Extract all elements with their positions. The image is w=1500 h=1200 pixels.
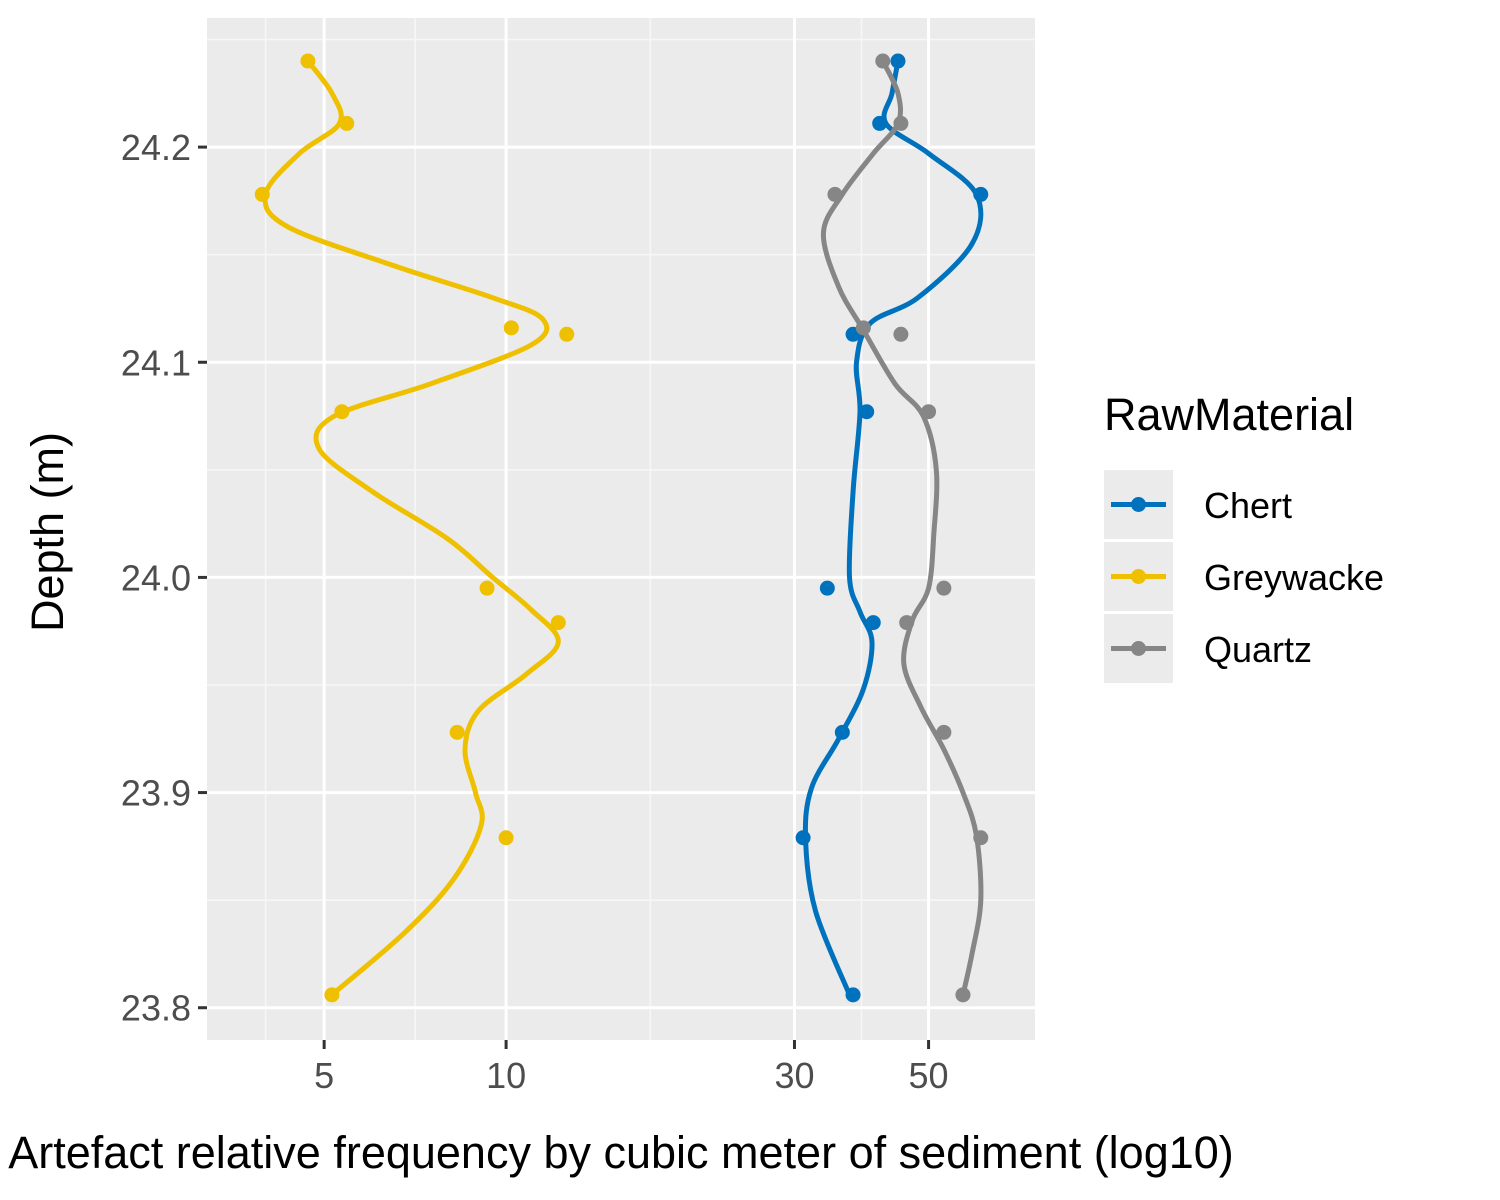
data-point-greywacke <box>300 53 316 69</box>
data-point-quartz <box>973 830 989 846</box>
legend-title: RawMaterial <box>1104 389 1354 440</box>
data-point-quartz <box>893 326 909 342</box>
series-greywacke <box>254 53 575 1003</box>
y-tick-label: 24.2 <box>121 127 191 168</box>
plot-panel <box>207 18 1035 1040</box>
x-axis-title: Artefact relative frequency by cubic met… <box>8 1127 1234 1178</box>
data-point-quartz <box>855 320 871 336</box>
x-tick-label: 30 <box>774 1055 814 1096</box>
data-point-greywacke <box>339 115 355 131</box>
x-tick-label: 50 <box>909 1055 949 1096</box>
series-chert <box>795 53 989 1003</box>
data-point-chert <box>819 580 835 596</box>
data-point-quartz <box>893 115 909 131</box>
y-axis-title: Depth (m) <box>22 432 73 632</box>
data-point-quartz <box>936 724 952 740</box>
data-point-quartz <box>955 987 971 1003</box>
series-line-chert <box>802 58 984 998</box>
legend: RawMaterial Chert Greywacke Quartz <box>1104 389 1384 683</box>
data-point-quartz <box>936 580 952 596</box>
data-point-chert <box>845 987 861 1003</box>
data-point-greywacke <box>479 580 495 596</box>
data-point-greywacke <box>498 830 514 846</box>
data-point-quartz <box>875 53 891 69</box>
y-tick-label: 24.1 <box>121 342 191 383</box>
data-point-chert <box>973 186 989 202</box>
data-point-chert <box>859 404 875 420</box>
legend-key-point-greywacke <box>1131 569 1146 584</box>
data-point-greywacke <box>559 326 575 342</box>
series-quartz <box>820 53 989 1003</box>
x-tick-label: 5 <box>314 1055 334 1096</box>
data-point-chert <box>834 724 850 740</box>
data-point-chert <box>795 830 811 846</box>
major-gridlines <box>207 18 1035 1040</box>
data-point-greywacke <box>334 404 350 420</box>
y-tick-label: 23.9 <box>121 773 191 814</box>
legend-label-quartz: Quartz <box>1204 629 1312 670</box>
data-point-greywacke <box>503 320 519 336</box>
legend-key-point-chert <box>1131 497 1146 512</box>
data-point-greywacke <box>449 724 465 740</box>
data-point-greywacke <box>254 186 270 202</box>
series-layer <box>254 53 989 1003</box>
axis-ticks: 5 10 30 50 23.8 23.9 24.0 24.1 24.2 <box>121 127 949 1096</box>
data-point-chert <box>890 53 906 69</box>
y-tick-label: 24.0 <box>121 557 191 598</box>
series-line-greywacke <box>262 58 561 998</box>
legend-label-greywacke: Greywacke <box>1204 557 1384 598</box>
data-point-chert <box>865 615 881 631</box>
data-point-quartz <box>899 615 915 631</box>
legend-key-point-quartz <box>1131 641 1146 656</box>
y-tick-label: 23.8 <box>121 988 191 1029</box>
data-point-chert <box>872 115 888 131</box>
data-point-greywacke <box>324 987 340 1003</box>
x-tick-label: 10 <box>486 1055 526 1096</box>
series-line-quartz <box>820 58 984 998</box>
data-point-quartz <box>921 404 937 420</box>
legend-label-chert: Chert <box>1204 485 1292 526</box>
data-point-quartz <box>827 186 843 202</box>
data-point-greywacke <box>550 615 566 631</box>
legend-items: Chert Greywacke Quartz <box>1104 470 1384 683</box>
